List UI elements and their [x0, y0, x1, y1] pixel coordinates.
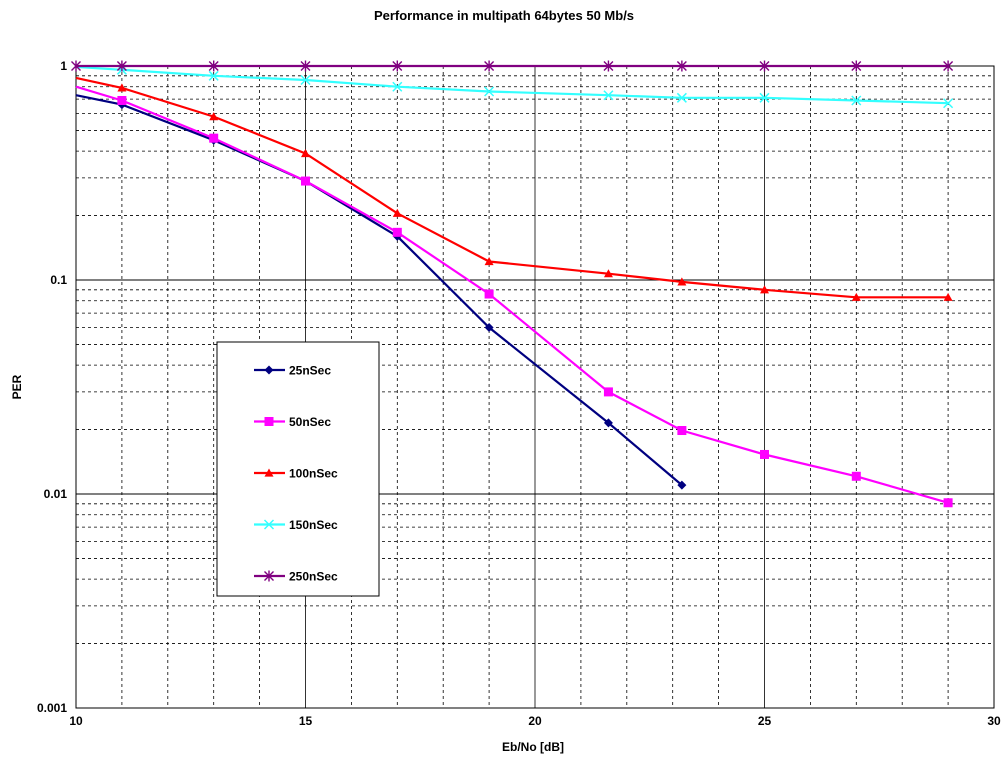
data-point-250nSec: [116, 60, 127, 72]
data-point-100nSec: [392, 208, 402, 217]
legend-box: [216, 341, 380, 597]
data-point-250nSec: [208, 60, 219, 72]
data-point-50nSec: [117, 95, 127, 105]
data-point-250nSec: [71, 60, 81, 72]
legend-label-250nSec: 250nSec: [289, 570, 338, 584]
data-point-50nSec: [301, 176, 310, 186]
data-point-150nSec: [603, 90, 614, 101]
data-point-250nSec: [392, 60, 403, 72]
data-point-50nSec: [851, 471, 861, 481]
data-point-100nSec: [117, 83, 127, 92]
legend-label-150nSec: 150nSec: [289, 518, 338, 532]
x-tick-label: 25: [758, 714, 772, 728]
data-point-250nSec: [300, 60, 311, 72]
data-point-100nSec: [209, 112, 219, 121]
x-tick-label: 10: [69, 714, 83, 728]
legend-marker-50nSec: [264, 417, 274, 426]
data-point-50nSec: [603, 387, 613, 397]
data-point-250nSec: [484, 60, 495, 72]
legend-marker-150nSec: [263, 519, 275, 530]
data-point-150nSec: [759, 92, 770, 103]
data-point-150nSec: [300, 74, 311, 86]
data-point-150nSec: [392, 81, 403, 92]
data-point-25nSec: [677, 480, 687, 490]
data-point-150nSec: [943, 98, 954, 109]
data-point-150nSec: [676, 92, 687, 103]
x-tick-label: 30: [987, 714, 1001, 728]
data-point-250nSec: [851, 60, 862, 72]
data-point-50nSec: [760, 449, 769, 459]
legend-marker-25nSec: [264, 365, 274, 375]
data-point-250nSec: [759, 60, 770, 72]
y-tick-label: 0.1: [50, 273, 67, 287]
data-point-150nSec: [484, 86, 495, 97]
data-point-100nSec: [760, 285, 769, 294]
x-tick-label: 20: [528, 714, 542, 728]
chart-title: Performance in multipath 64bytes 50 Mb/s: [373, 8, 635, 23]
data-point-50nSec: [484, 289, 494, 299]
data-point-250nSec: [943, 60, 954, 72]
data-point-100nSec: [603, 269, 613, 278]
legend-label-100nSec: 100nSec: [289, 467, 338, 481]
data-point-25nSec: [603, 418, 613, 428]
legend-marker-100nSec: [264, 468, 274, 477]
x-axis-label: Eb/No [dB]: [502, 740, 564, 754]
data-point-250nSec: [676, 60, 687, 72]
data-point-50nSec: [943, 498, 953, 508]
data-point-100nSec: [484, 257, 494, 266]
data-point-100nSec: [677, 277, 687, 286]
data-point-50nSec: [209, 133, 219, 143]
data-point-100nSec: [943, 292, 953, 301]
data-point-150nSec: [851, 95, 862, 106]
data-point-250nSec: [603, 60, 614, 72]
data-point-100nSec: [851, 292, 861, 301]
y-tick-label: 1: [60, 59, 67, 73]
legend-label-50nSec: 50nSec: [289, 415, 331, 429]
data-point-150nSec: [208, 70, 219, 81]
y-tick-label: 0.001: [37, 701, 67, 715]
y-tick-label: 0.01: [44, 487, 68, 501]
series-line-25nSec: [75, 94, 683, 486]
x-tick-label: 15: [299, 714, 313, 728]
data-point-25nSec: [484, 322, 494, 332]
data-point-50nSec: [392, 227, 402, 237]
data-point-50nSec: [677, 426, 687, 436]
legend-marker-250nSec: [264, 570, 274, 582]
data-point-100nSec: [301, 149, 310, 158]
legend-label-25nSec: 25nSec: [289, 364, 331, 378]
